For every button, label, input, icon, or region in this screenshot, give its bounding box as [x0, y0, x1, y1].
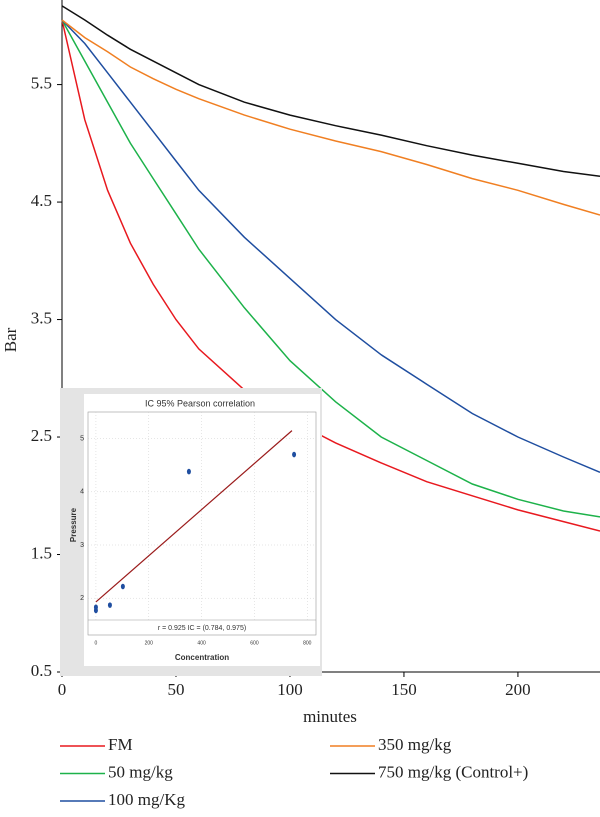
- fit-line: [95, 430, 293, 603]
- inset-x-label: Concentration: [175, 653, 229, 662]
- x-tick-label: 800: [303, 640, 312, 646]
- x-tick-label: 200: [145, 640, 154, 646]
- inset-title: IC 95% Pearson correlation: [145, 398, 255, 408]
- y-tick-label: 5: [80, 435, 84, 442]
- x-tick-label: 600: [250, 640, 259, 646]
- x-tick-label: 400: [197, 640, 206, 646]
- inset-frame: [87, 411, 317, 636]
- line-series: [61, 19, 600, 216]
- annotation: r = 0.925 IC = (0.784, 0.975): [158, 625, 246, 632]
- legend-label: 350 mg/kg: [378, 735, 452, 754]
- x-axis-label: minutes: [303, 707, 357, 726]
- inset-y-label: Pressure: [69, 507, 78, 542]
- line-series: [61, 19, 600, 518]
- y-tick-label: 3: [80, 542, 84, 549]
- scatter-point: [93, 604, 98, 611]
- scatter-point: [107, 602, 112, 608]
- legend-label: 750 mg/kg (Control+): [378, 762, 528, 781]
- x-tick-label: 200: [505, 680, 531, 699]
- inset-panel: [84, 394, 320, 666]
- scatter-point: [186, 468, 191, 475]
- y-tick-label: 1.5: [31, 543, 52, 562]
- scatter-point: [292, 451, 297, 458]
- line-series: [61, 5, 600, 177]
- y-axis-label: Bar: [1, 327, 20, 352]
- y-tick-label: 3.5: [31, 308, 52, 327]
- y-tick-label: 5.5: [31, 73, 52, 92]
- y-tick-label: 2.5: [31, 426, 52, 445]
- x-tick-label: 0: [58, 680, 67, 699]
- scatter-point: [120, 583, 125, 590]
- legend-label: 100 mg/Kg: [108, 790, 185, 809]
- y-tick-label: 0.5: [31, 661, 52, 680]
- x-tick-label: 0: [95, 640, 98, 646]
- y-tick-label: 4: [80, 489, 84, 496]
- x-tick-label: 100: [277, 680, 303, 699]
- y-tick-label: 4.5: [31, 191, 52, 210]
- legend-label: FM: [108, 735, 133, 754]
- line-series: [61, 19, 600, 473]
- y-tick-label: 2: [80, 595, 84, 602]
- inset-chart: IC 95% Pearson correlation r = 0.925 IC …: [60, 388, 322, 676]
- x-tick-label: 150: [391, 680, 417, 699]
- legend-label: 50 mg/kg: [108, 762, 173, 781]
- x-tick-label: 50: [167, 680, 184, 699]
